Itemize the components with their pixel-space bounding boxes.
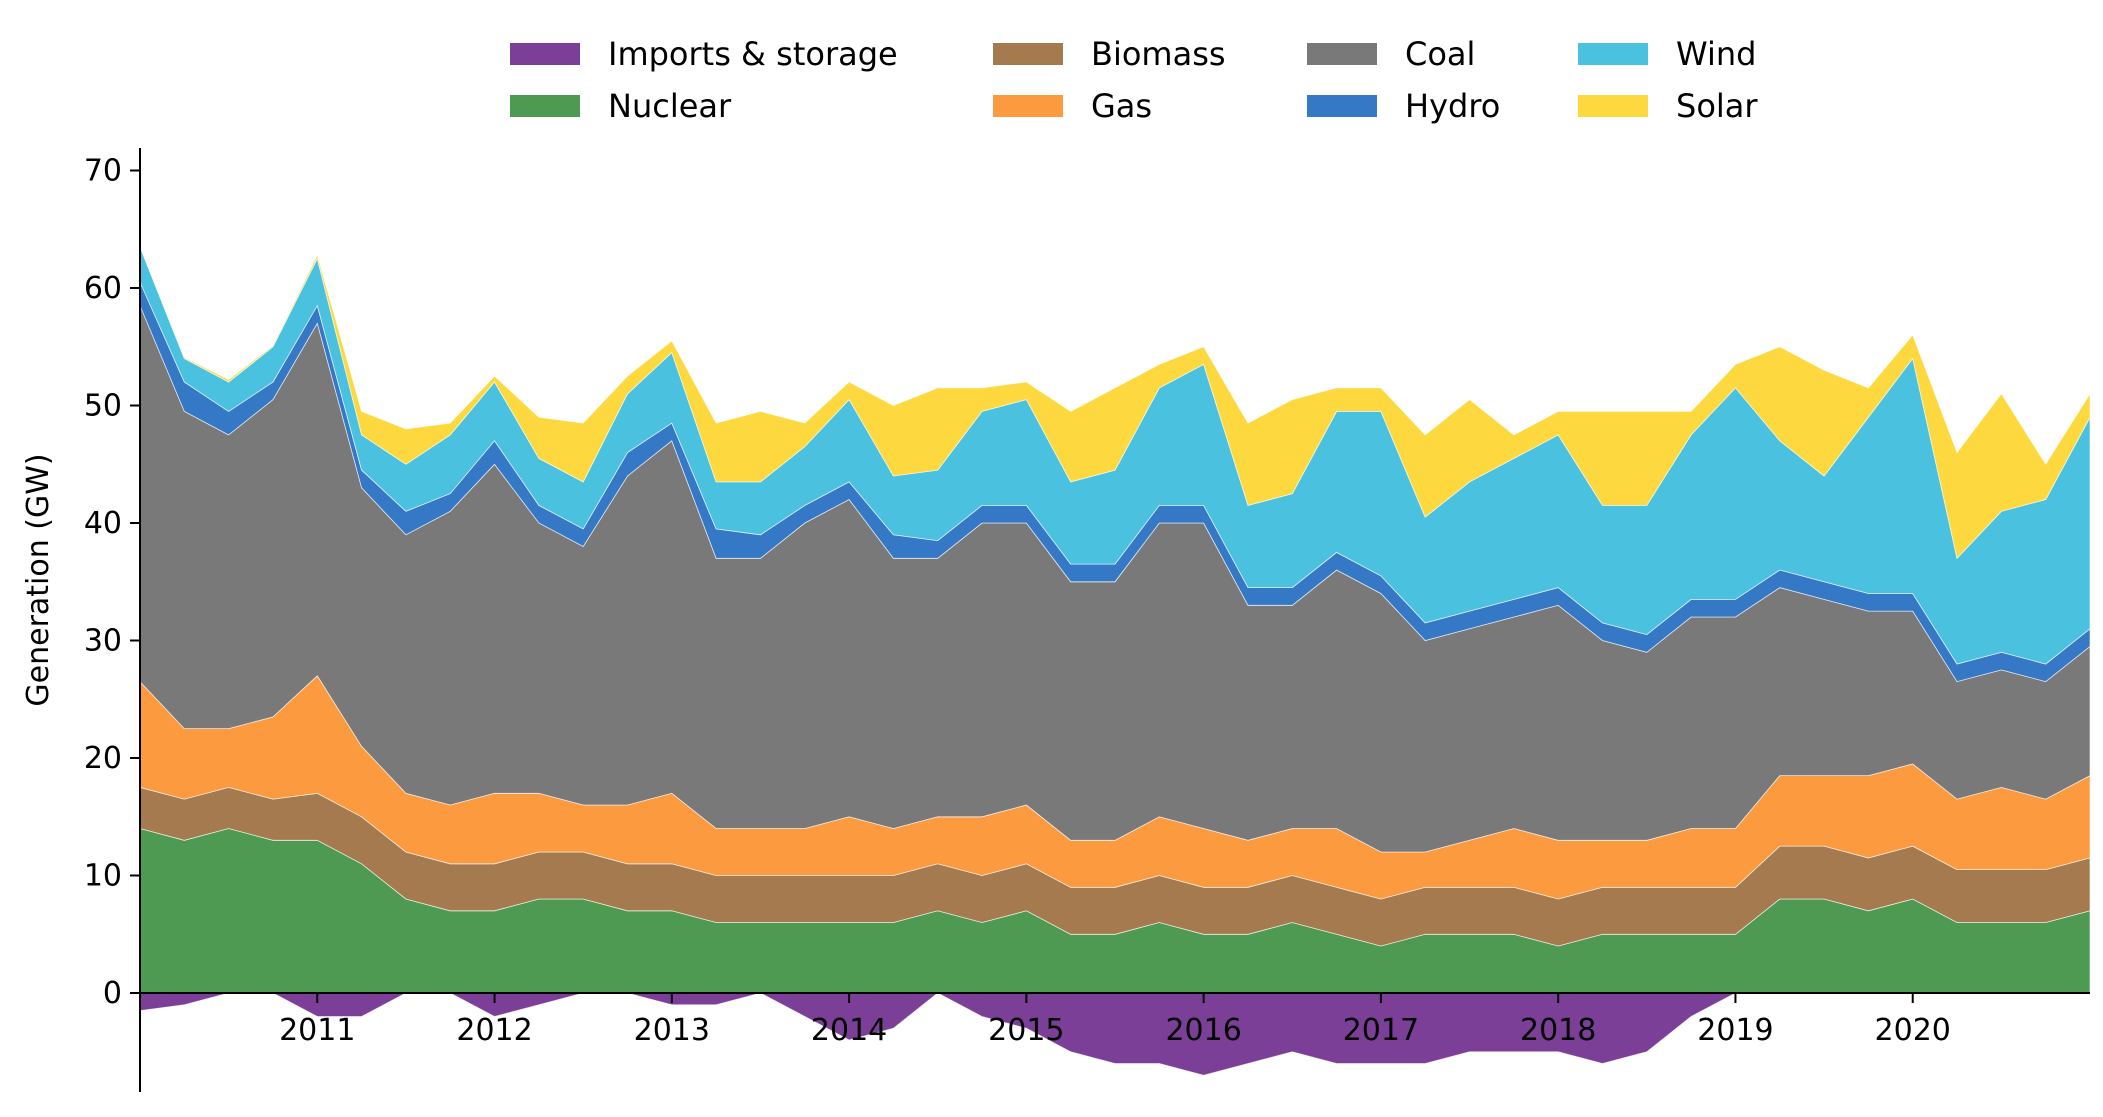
legend-label: Gas [1091, 87, 1152, 125]
x-tick-label: 2017 [1343, 1013, 1419, 1048]
legend-swatch [993, 43, 1063, 65]
legend-label: Biomass [1091, 35, 1226, 73]
legend-swatch [510, 43, 580, 65]
y-ticks: 0 10 20 30 40 50 60 70 [84, 154, 140, 1011]
y-tick-label: 40 [84, 506, 122, 541]
legend-label: Imports & storage [608, 35, 898, 73]
x-tick-label: 2011 [279, 1013, 355, 1048]
x-tick-label: 2015 [988, 1013, 1064, 1048]
y-axis-label: Generation (GW) [21, 453, 56, 706]
area-layers [139, 246, 2091, 1076]
x-tick-label: 2013 [634, 1013, 710, 1048]
y-tick-label: 10 [84, 859, 122, 894]
legend-item-biomass: Biomass [993, 35, 1226, 73]
legend-swatch [1578, 43, 1648, 65]
legend: Imports & storage Biomass Coal Wind Nuclear G… [510, 35, 1758, 125]
y-tick-label: 50 [84, 389, 122, 424]
legend-item-wind: Wind [1578, 35, 1756, 73]
legend-item-nuclear: Nuclear [510, 87, 732, 125]
y-tick-label: 70 [84, 154, 122, 189]
x-tick-label: 2012 [456, 1013, 532, 1048]
y-tick-label: 30 [84, 624, 122, 659]
x-tick-label: 2019 [1697, 1013, 1773, 1048]
x-tick-label: 2018 [1520, 1013, 1596, 1048]
y-tick-label: 20 [84, 741, 122, 776]
legend-swatch [1307, 43, 1377, 65]
area-solar [139, 246, 2091, 560]
legend-item-coal: Coal [1307, 35, 1475, 73]
axes: 0 10 20 30 40 50 60 70 2011 2012 2013 2014 2015 2016… [21, 148, 2090, 1092]
legend-label: Solar [1676, 87, 1758, 125]
legend-label: Coal [1405, 35, 1475, 73]
x-ticks: 2011 2012 2013 2014 2015 2016 2017 2018 2019 2020 [279, 993, 1951, 1048]
legend-label: Wind [1676, 35, 1756, 73]
y-tick-label: 60 [84, 271, 122, 306]
legend-label: Nuclear [608, 87, 732, 125]
x-tick-label: 2020 [1875, 1013, 1951, 1048]
y-tick-label: 0 [103, 976, 122, 1011]
legend-swatch [1307, 95, 1377, 117]
legend-swatch [1578, 95, 1648, 117]
legend-item-gas: Gas [993, 87, 1152, 125]
legend-swatch [993, 95, 1063, 117]
legend-label: Hydro [1405, 87, 1500, 125]
x-tick-label: 2016 [1165, 1013, 1241, 1048]
legend-item-hydro: Hydro [1307, 87, 1500, 125]
x-tick-label: 2014 [811, 1013, 887, 1048]
legend-item-solar: Solar [1578, 87, 1758, 125]
legend-item-imports-storage: Imports & storage [510, 35, 898, 73]
legend-swatch [510, 95, 580, 117]
